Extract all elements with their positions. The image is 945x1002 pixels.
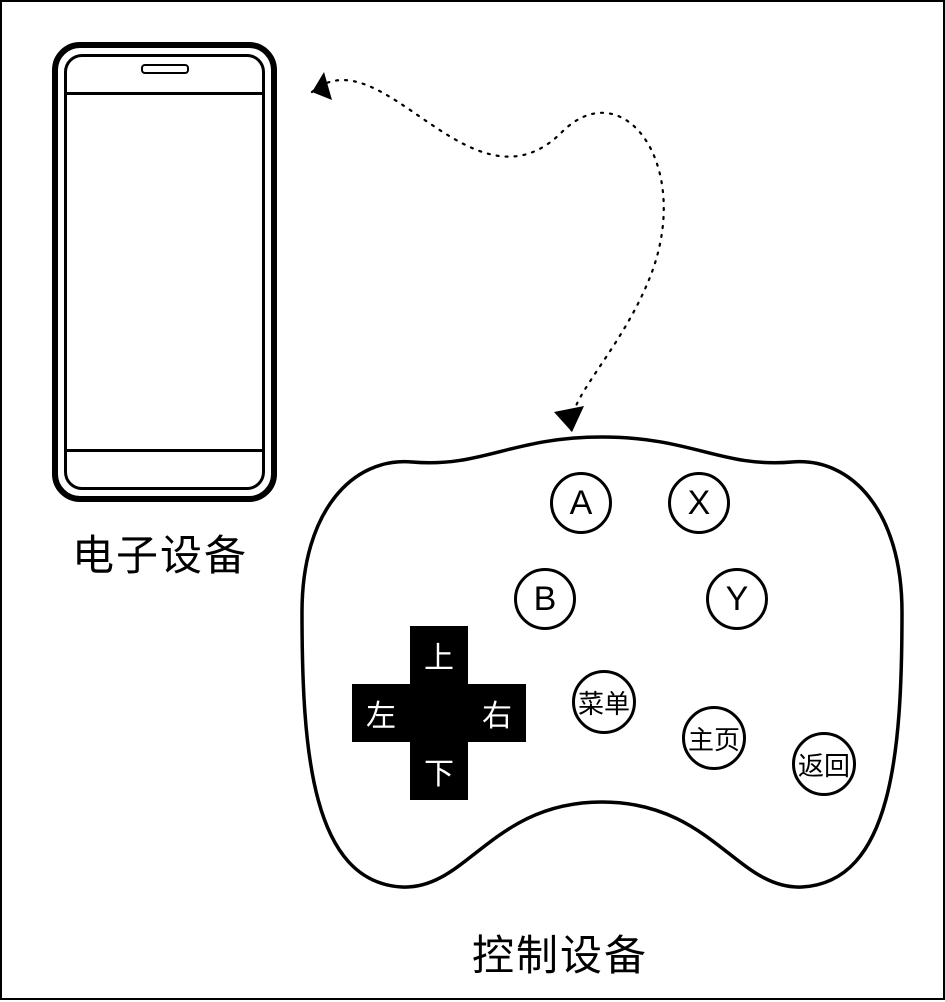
phone-label: 电子设备 — [72, 522, 248, 583]
diagram-canvas: 电子设备 上 左 右 下 A X B Y 菜单 主页 返回 控制设备 — [0, 0, 945, 1000]
controller-label: 控制设备 — [472, 922, 648, 983]
button-b[interactable]: B — [514, 568, 576, 630]
phone-inner-frame — [64, 54, 265, 490]
button-a[interactable]: A — [550, 472, 612, 534]
dpad-down[interactable]: 下 — [410, 742, 468, 800]
button-x[interactable]: X — [668, 472, 730, 534]
phone-device — [52, 42, 277, 502]
dpad-up[interactable]: 上 — [410, 626, 468, 684]
button-back[interactable]: 返回 — [792, 732, 856, 796]
arrow-path — [312, 80, 664, 432]
button-menu[interactable]: 菜单 — [572, 670, 636, 734]
phone-top-divider — [64, 92, 265, 95]
button-home[interactable]: 主页 — [682, 706, 746, 770]
phone-bottom-divider — [64, 449, 265, 452]
dpad-right[interactable]: 右 — [468, 684, 526, 742]
controller-outline-svg — [292, 382, 932, 922]
dpad-left[interactable]: 左 — [352, 684, 410, 742]
dpad-center — [410, 684, 468, 742]
button-y[interactable]: Y — [706, 568, 768, 630]
arrow-head-phone — [312, 72, 332, 100]
